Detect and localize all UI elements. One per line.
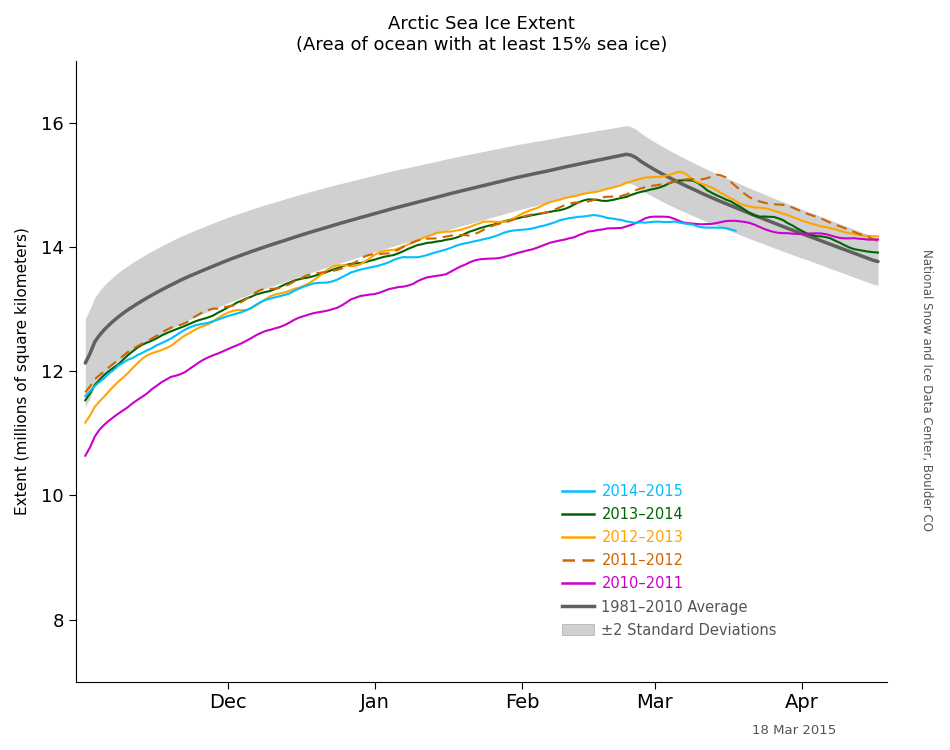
Legend: 2014–2015, 2013–2014, 2012–2013, 2011–2012, 2010–2011, 1981–2010 Average, ±2 Sta: 2014–2015, 2013–2014, 2012–2013, 2011–20… (557, 478, 783, 644)
Title: Arctic Sea Ice Extent
(Area of ocean with at least 15% sea ice): Arctic Sea Ice Extent (Area of ocean wit… (296, 15, 667, 54)
Y-axis label: Extent (millions of square kilometers): Extent (millions of square kilometers) (15, 227, 30, 515)
Text: National Snow and Ice Data Center, Boulder CO: National Snow and Ice Data Center, Bould… (920, 249, 933, 531)
Text: 18 Mar 2015: 18 Mar 2015 (751, 724, 836, 736)
